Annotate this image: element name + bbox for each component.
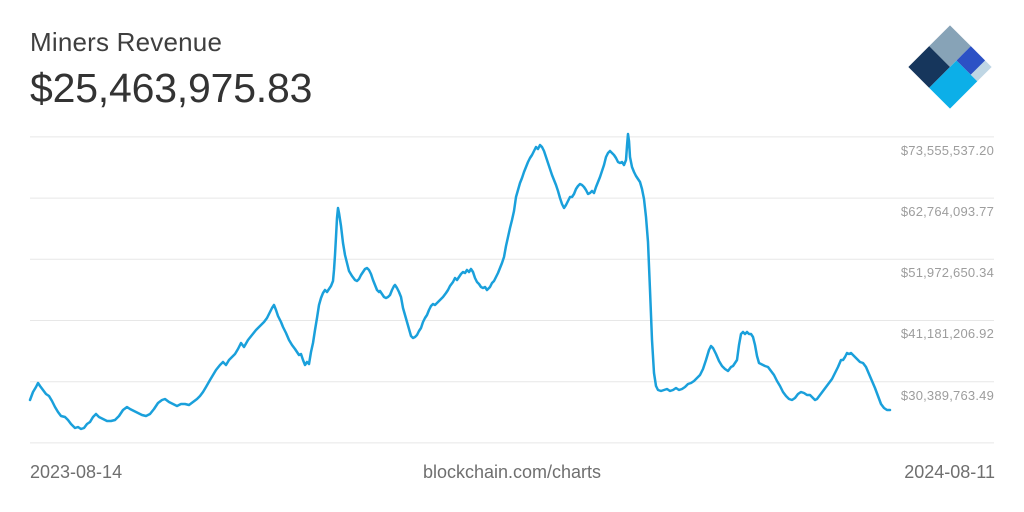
y-tick-label: $30,389,763.49 xyxy=(900,388,994,403)
page-title: Miners Revenue xyxy=(30,27,223,57)
revenue-line xyxy=(28,132,892,431)
y-tick-label: $73,555,537.20 xyxy=(900,143,994,158)
y-tick-label: $62,764,093.77 xyxy=(900,204,994,219)
source-url-label: blockchain.com/charts xyxy=(422,462,602,482)
y-tick-label: $51,972,650.34 xyxy=(900,265,994,280)
x-axis-end-date: 2024-08-11 xyxy=(904,462,995,482)
chart-footer: 2023-08-14 blockchain.com/charts 2024-08… xyxy=(0,462,1024,484)
chart-header: Miners Revenue $25,463,975.83 xyxy=(30,27,313,111)
x-axis-start-date: 2023-08-14 xyxy=(30,462,123,482)
y-tick-label: $41,181,206.92 xyxy=(900,326,994,341)
blockchain-logo-icon xyxy=(908,25,992,109)
current-value: $25,463,975.83 xyxy=(30,65,313,111)
